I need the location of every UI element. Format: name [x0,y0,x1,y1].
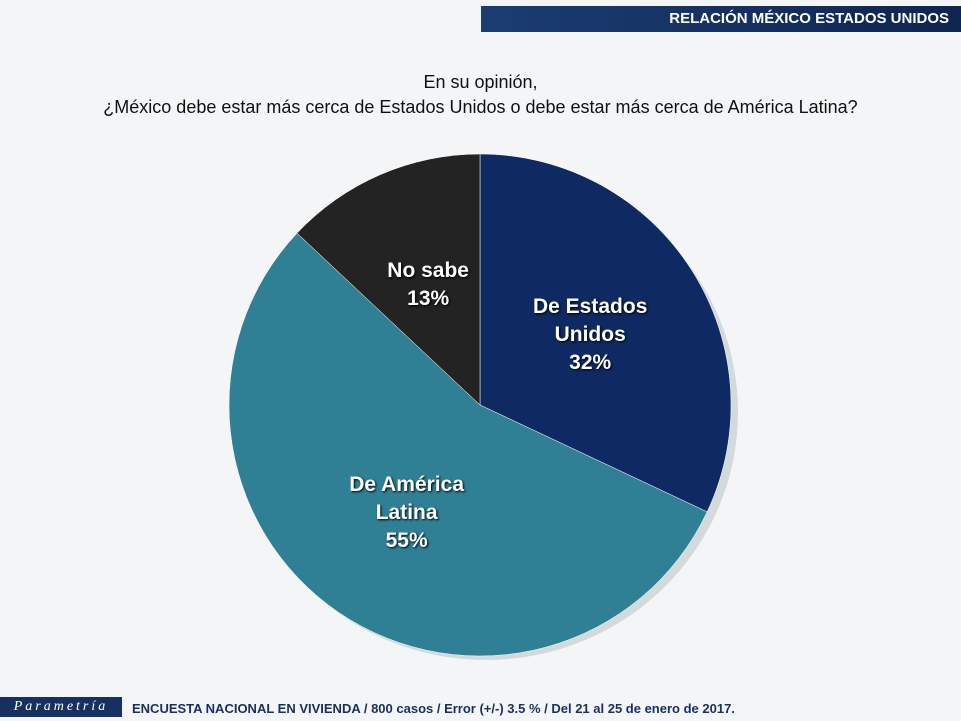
slice-value: 13% [407,287,450,311]
chart-title: En su opinión, [423,72,538,92]
slice-value: 32% [569,351,612,375]
header: RELACIÓN MÉXICO ESTADOS UNIDOS [481,6,961,32]
logo: Parametría [0,697,122,717]
slice-label: De América Latina [349,472,465,524]
slice-value: 55% [385,528,428,552]
slice-label: No sabe [387,259,469,283]
pie-slice [228,232,708,657]
footer-note: ENCUESTA NACIONAL EN VIVIENDA / 800 caso… [132,701,735,716]
slice-label: De Estados Unidos [533,295,648,347]
pie-slice [479,153,732,513]
pie-slice [296,153,481,406]
chart-subtitle: ¿México debe estar más cerca de Estados … [103,97,858,117]
